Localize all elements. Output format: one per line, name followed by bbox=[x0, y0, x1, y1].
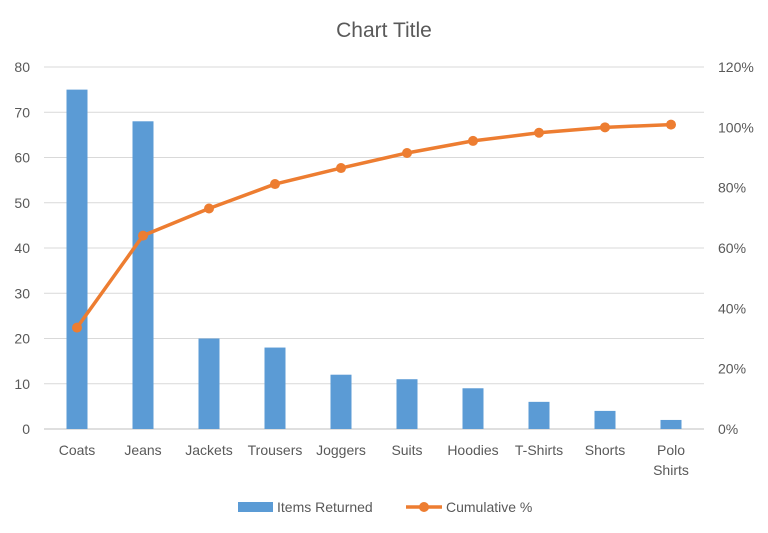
x-tick-label: Joggers bbox=[316, 442, 366, 458]
y2-tick-label: 0% bbox=[718, 421, 738, 437]
y2-tick-label: 20% bbox=[718, 361, 746, 377]
y-tick-label: 50 bbox=[14, 195, 30, 211]
chart-title: Chart Title bbox=[336, 19, 432, 42]
x-tick-label: Suits bbox=[391, 442, 422, 458]
line-series bbox=[72, 119, 676, 333]
y-tick-label: 60 bbox=[14, 150, 30, 166]
y-tick-label: 30 bbox=[14, 285, 30, 301]
y2-tick-label: 120% bbox=[718, 59, 754, 75]
left-axis: 0 10 20 30 40 50 60 70 80 bbox=[14, 59, 30, 437]
line-point bbox=[534, 127, 544, 138]
bar bbox=[594, 410, 616, 429]
x-tick-label: Shorts bbox=[585, 442, 625, 458]
y-tick-label: 40 bbox=[14, 240, 30, 256]
y-tick-label: 20 bbox=[14, 331, 30, 347]
x-tick-label: Coats bbox=[59, 442, 96, 458]
y2-tick-label: 100% bbox=[718, 119, 754, 135]
y2-tick-label: 40% bbox=[718, 300, 746, 316]
bar bbox=[528, 401, 550, 429]
line-point bbox=[72, 322, 82, 333]
line-point bbox=[336, 163, 346, 174]
x-tick-label: T-Shirts bbox=[515, 442, 563, 458]
line-point bbox=[402, 147, 412, 158]
gridlines bbox=[44, 66, 704, 430]
y2-tick-label: 60% bbox=[718, 240, 746, 256]
bar bbox=[660, 419, 682, 429]
bar bbox=[264, 347, 286, 429]
bar-series bbox=[66, 89, 682, 430]
x-tick-label: Polo Shirts bbox=[653, 442, 689, 478]
line-point bbox=[270, 179, 280, 190]
y2-tick-label: 80% bbox=[718, 180, 746, 196]
legend-line-marker bbox=[419, 502, 429, 512]
y-tick-label: 80 bbox=[14, 59, 30, 75]
line-point bbox=[600, 122, 610, 133]
line-point bbox=[138, 230, 148, 241]
bar bbox=[462, 388, 484, 429]
right-axis: 0% 20% 40% 60% 80% 100% 120% bbox=[718, 59, 754, 437]
bar bbox=[132, 121, 154, 430]
y-tick-label: 0 bbox=[22, 421, 30, 437]
legend-label-cumulative: Cumulative % bbox=[446, 499, 532, 515]
y-tick-label: 10 bbox=[14, 376, 30, 392]
legend-bar-swatch bbox=[238, 502, 273, 512]
legend: Items Returned Cumulative % bbox=[238, 499, 532, 515]
legend-label-items-returned: Items Returned bbox=[277, 499, 373, 515]
y-tick-label: 70 bbox=[14, 104, 30, 120]
x-axis: Coats Jeans Jackets Trousers Joggers Suits Hoo… bbox=[59, 442, 689, 478]
bar bbox=[66, 89, 88, 429]
x-tick-label: Jackets bbox=[185, 442, 232, 458]
x-tick-label: Jeans bbox=[124, 442, 161, 458]
x-tick-label: Hoodies bbox=[447, 442, 498, 458]
line-point bbox=[468, 135, 478, 146]
bar bbox=[396, 379, 418, 429]
x-tick-label: Trousers bbox=[248, 442, 303, 458]
bar bbox=[198, 338, 220, 429]
line-point bbox=[666, 119, 676, 130]
bar bbox=[330, 374, 352, 429]
cumulative-line bbox=[75, 122, 672, 329]
line-point bbox=[204, 203, 214, 214]
